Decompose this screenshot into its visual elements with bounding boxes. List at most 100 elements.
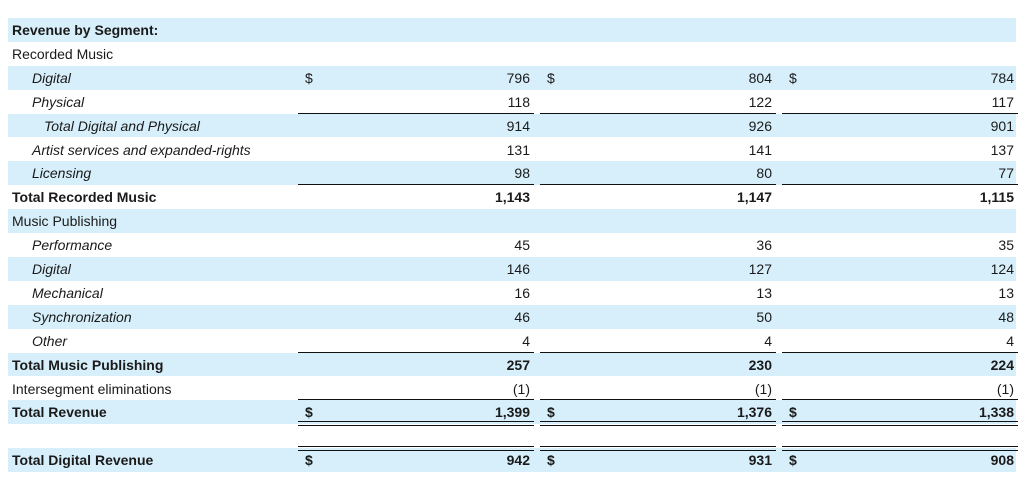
cell-value: 146 [506,261,530,277]
currency-symbol: $ [789,69,797,86]
cell-value: 50 [756,308,772,325]
cell-value: 117 [991,93,1014,110]
underline [298,351,534,353]
cell-value: 122 [748,93,772,110]
cell-value: 46 [514,308,530,325]
cell-value: 926 [748,117,772,134]
underline [782,184,1018,186]
row-label: Artist services and expanded-rights [32,141,251,158]
cell-value: 942 [506,452,530,469]
row-band [8,400,1016,425]
row-label: Synchronization [32,308,132,325]
currency-symbol: $ [305,69,313,86]
underline [540,112,776,114]
currency-symbol: $ [305,404,313,421]
cell-value: 901 [990,117,1014,134]
row-band [8,65,1016,90]
row-label: Licensing [32,165,92,182]
row-band [8,209,1016,234]
double-underline [782,421,1018,427]
cell-value: 230 [748,356,772,373]
cell-value: 16 [514,284,530,301]
cell-value: 931 [748,452,772,469]
row-band [8,113,1016,138]
row-label: Intersegment eliminations [12,380,172,397]
cell-value: 784 [990,69,1014,86]
cell-value: 4 [1006,332,1014,349]
cell-value: 257 [506,356,530,373]
row-label: Digital [32,69,71,86]
cell-value: (1) [512,380,530,397]
row-band [8,18,1016,42]
cell-value: 35 [998,237,1014,254]
row-band [8,352,1016,377]
cell-value: 1,147 [736,189,772,206]
cell-value: 48 [998,308,1014,325]
cell-value: 1,115 [979,189,1014,206]
row-label: Revenue by Segment: [12,22,159,38]
row-label: Digital [32,261,71,277]
double-overline [782,446,1018,452]
row-band [8,257,1016,281]
cell-value: 1,338 [978,404,1014,421]
cell-value: 1,143 [494,189,530,206]
cell-value: 36 [756,237,772,254]
row-band [8,448,1016,473]
cell-value: 13 [756,284,772,301]
cell-value: 796 [506,69,530,86]
double-overline [540,446,776,452]
cell-value: 118 [507,93,530,110]
row-label: Music Publishing [12,213,118,230]
row-label: Total Revenue [12,404,107,421]
currency-symbol: $ [789,452,797,469]
cell-value: 131 [506,141,530,158]
row-label: Recorded Music [12,45,114,62]
row-label: Other [32,332,68,349]
row-label: Total Recorded Music [12,189,157,206]
double-overline [298,446,534,452]
row-label: Physical [32,93,85,110]
row-band [8,304,1016,329]
cell-value: 1,399 [494,404,530,421]
cell-value: 80 [756,165,772,182]
underline [298,399,534,401]
underline [782,112,1018,114]
double-underline [540,421,776,427]
row-label: Total Digital Revenue [12,452,154,469]
currency-symbol: $ [547,69,555,86]
cell-value: 13 [998,284,1014,301]
currency-symbol: $ [789,404,797,421]
cell-value: 224 [990,356,1014,373]
underline [782,351,1018,353]
underline [540,184,776,186]
cell-value: 908 [990,452,1014,469]
cell-value: 137 [990,141,1014,158]
currency-symbol: $ [547,452,555,469]
row-label: Total Music Publishing [12,356,164,373]
underline [298,184,534,186]
cell-value: 77 [998,165,1014,182]
cell-value: 98 [514,165,530,182]
cell-value: (1) [754,380,772,397]
double-underline [298,421,534,427]
cell-value: 141 [748,141,772,158]
row-label: Mechanical [32,284,103,301]
cell-value: (1) [996,380,1014,397]
underline [540,351,776,353]
cell-value: 127 [748,261,772,277]
row-band [8,161,1016,186]
underline [298,112,534,114]
underline [540,399,776,401]
cell-value: 914 [506,117,530,134]
cell-value: 804 [748,69,772,86]
cell-value: 4 [522,332,530,349]
row-label: Performance [32,237,113,254]
row-label: Total Digital and Physical [44,117,200,134]
currency-symbol: $ [305,452,313,469]
cell-value: 4 [764,332,772,349]
cell-value: 1,376 [736,404,772,421]
cell-value: 45 [514,237,530,254]
currency-symbol: $ [547,404,555,421]
underline [782,399,1018,401]
